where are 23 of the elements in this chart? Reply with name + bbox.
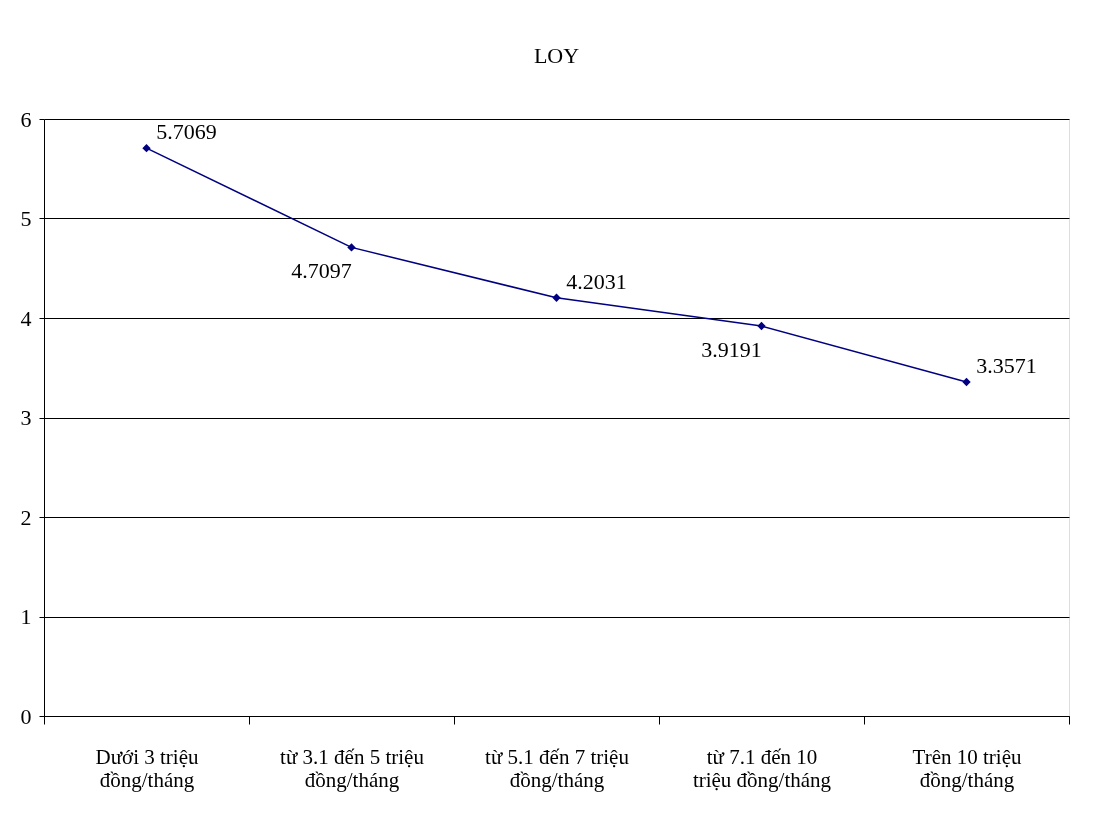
- point: [347, 243, 356, 252]
- point: [757, 321, 766, 331]
- y-tick-label: 4: [20, 305, 32, 331]
- x-tick-label: từ 7.1 đến 10 triệu đồng/tháng: [692, 744, 832, 792]
- x-tick-label: từ 5.1 đến 7 triệu đồng/tháng: [485, 744, 630, 792]
- y-tick-label: 6: [20, 106, 32, 132]
- y-tick-label: 0: [20, 703, 32, 729]
- x-tick-label: Dưới 3 triệu đồng/tháng: [95, 744, 199, 792]
- chart-title: LOY: [533, 43, 580, 68]
- y-tick-label: 3: [20, 405, 32, 430]
- y-tick-label: 2: [20, 504, 32, 530]
- data-label: 3.9191: [701, 337, 762, 363]
- point: [142, 143, 151, 153]
- point: [552, 293, 561, 302]
- data-label: 5.7069: [156, 119, 217, 145]
- data-label: 3.3571: [976, 352, 1037, 378]
- y-tick-label: 1: [20, 604, 32, 629]
- data-label: 4.2031: [566, 268, 627, 294]
- x-tick-label: Trên 10 triệu đồng/tháng: [912, 744, 1022, 792]
- x-tick-label: từ 3.1 đến 5 triệu đồng/tháng: [280, 744, 425, 792]
- point: [962, 377, 971, 387]
- y-tick-label: 5: [20, 206, 32, 231]
- data-label: 4.7097: [291, 258, 352, 284]
